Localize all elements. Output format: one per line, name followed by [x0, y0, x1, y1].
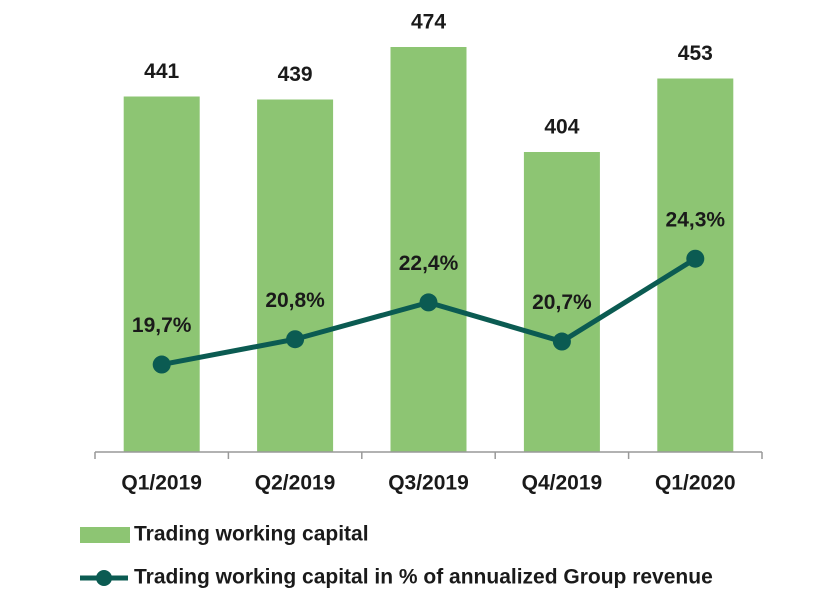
x-tick-label: Q1/2020	[655, 472, 736, 495]
line-value-label: 19,7%	[132, 314, 192, 337]
line-marker	[419, 293, 438, 312]
line-marker	[552, 332, 571, 351]
line-value-label: 22,4%	[399, 252, 459, 275]
bar-value-label: 453	[678, 42, 713, 65]
line-value-label: 20,7%	[532, 291, 592, 314]
x-tick-label: Q2/2019	[255, 472, 336, 495]
line-value-label: 20,8%	[265, 289, 325, 312]
x-tick-label: Q1/2019	[121, 472, 202, 495]
x-tick-label: Q3/2019	[388, 472, 469, 495]
bar	[523, 152, 600, 452]
line-marker	[686, 249, 705, 268]
bar-value-label: 404	[544, 116, 579, 139]
line-value-label: 24,3%	[666, 208, 726, 231]
legend-marker	[96, 570, 112, 586]
bar	[123, 96, 200, 452]
bar-value-label: 474	[411, 11, 446, 34]
bar	[390, 47, 467, 452]
bar-value-label: 441	[144, 60, 179, 83]
bar	[257, 99, 334, 452]
bar-value-label: 439	[278, 63, 313, 86]
x-tick-label: Q4/2019	[522, 472, 603, 495]
legend-label: Trading working capital	[134, 523, 369, 546]
line-marker	[152, 355, 171, 374]
line-marker	[286, 330, 305, 349]
legend-label: Trading working capital in % of annualiz…	[134, 566, 713, 589]
legend-swatch	[80, 527, 130, 543]
